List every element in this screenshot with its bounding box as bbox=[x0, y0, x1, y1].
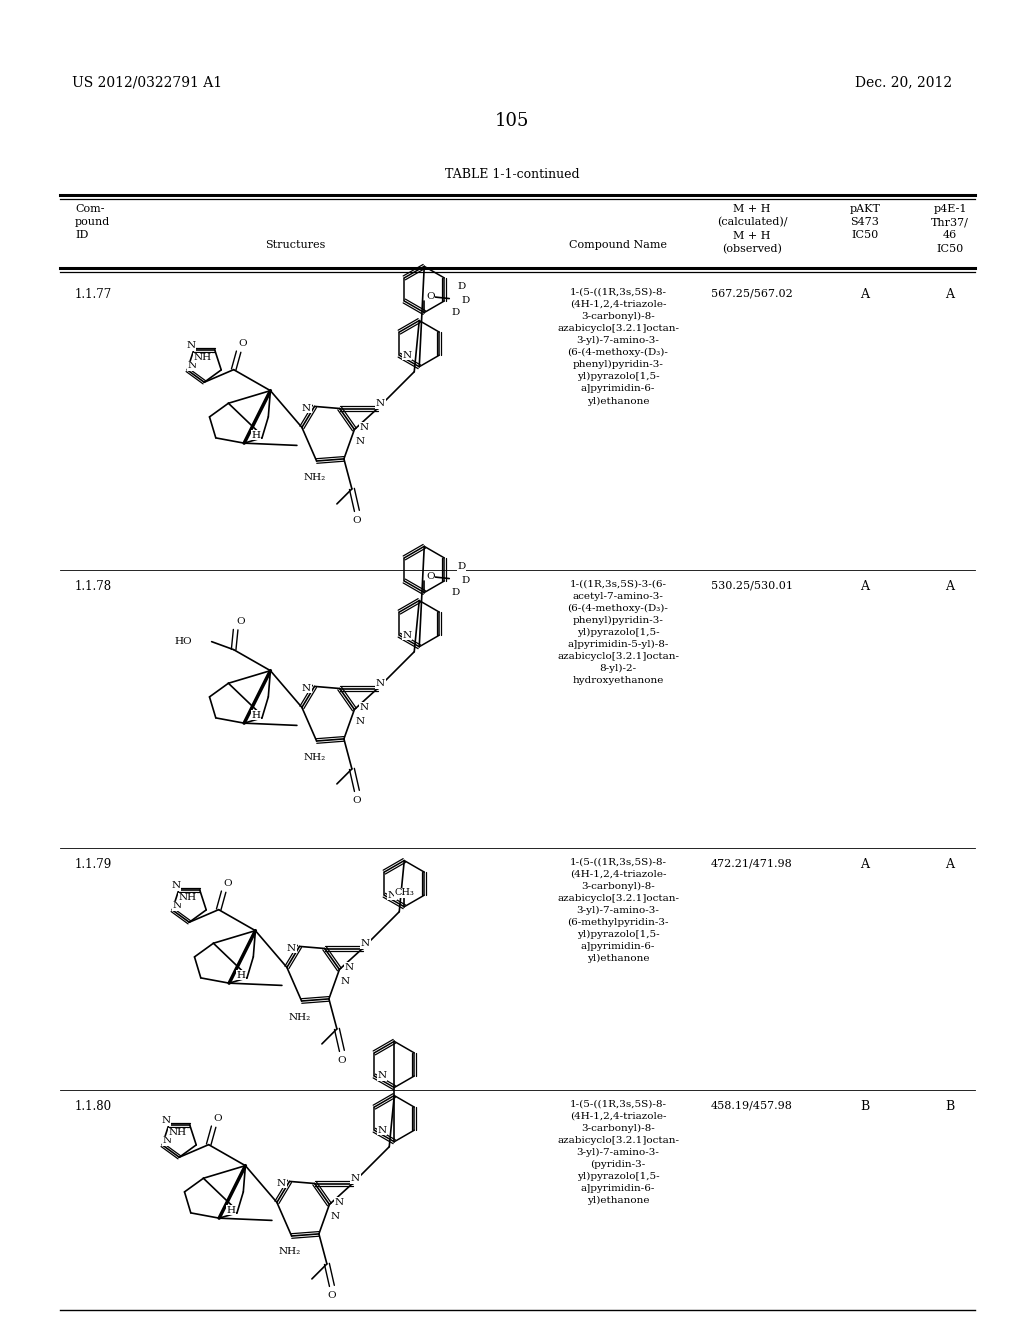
Text: N: N bbox=[331, 1212, 340, 1221]
Text: A: A bbox=[860, 858, 869, 871]
Text: N: N bbox=[302, 404, 311, 413]
Text: HO: HO bbox=[174, 638, 191, 647]
Text: D: D bbox=[461, 296, 469, 305]
Text: US 2012/0322791 A1: US 2012/0322791 A1 bbox=[72, 75, 222, 88]
Text: N: N bbox=[388, 891, 397, 900]
Text: N: N bbox=[173, 902, 182, 911]
Text: H: H bbox=[237, 970, 246, 979]
Text: 530.25/530.01: 530.25/530.01 bbox=[711, 579, 793, 590]
Text: N: N bbox=[186, 342, 196, 350]
Text: N: N bbox=[345, 964, 354, 972]
Text: 1.1.78: 1.1.78 bbox=[75, 579, 112, 593]
Text: 458.19/457.98: 458.19/457.98 bbox=[711, 1100, 793, 1110]
Text: N: N bbox=[376, 678, 385, 688]
Text: 472.21/471.98: 472.21/471.98 bbox=[711, 858, 793, 869]
Text: D: D bbox=[452, 587, 460, 597]
Text: H: H bbox=[252, 430, 261, 440]
Text: NH₂: NH₂ bbox=[303, 473, 326, 482]
Text: N: N bbox=[341, 977, 350, 986]
Text: O: O bbox=[239, 339, 247, 348]
Text: 567.25/567.02: 567.25/567.02 bbox=[711, 288, 793, 298]
Text: H: H bbox=[252, 710, 261, 719]
Text: NH: NH bbox=[194, 354, 212, 363]
Text: 1.1.79: 1.1.79 bbox=[75, 858, 113, 871]
Text: N: N bbox=[161, 1117, 170, 1126]
Text: TABLE 1-1-continued: TABLE 1-1-continued bbox=[444, 168, 580, 181]
Text: O: O bbox=[213, 1114, 222, 1123]
Text: 1-(5-((1R,3s,5S)-8-
(4H-1,2,4-triazole-
3-carbonyl)-8-
azabicyclo[3.2.1]octan-
3: 1-(5-((1R,3s,5S)-8- (4H-1,2,4-triazole- … bbox=[557, 858, 679, 964]
Text: Compound Name: Compound Name bbox=[569, 240, 667, 249]
Text: A: A bbox=[945, 858, 954, 871]
Text: p4E-1
Thr37/
46
IC50: p4E-1 Thr37/ 46 IC50 bbox=[931, 205, 969, 253]
Text: N: N bbox=[163, 1137, 172, 1146]
Text: N: N bbox=[355, 717, 365, 726]
Text: Structures: Structures bbox=[265, 240, 326, 249]
Text: N: N bbox=[351, 1173, 360, 1183]
Text: D: D bbox=[461, 576, 469, 585]
Text: H: H bbox=[226, 1205, 236, 1214]
Text: N: N bbox=[402, 631, 412, 640]
Text: 1-((1R,3s,5S)-3-(6-
acetyl-7-amino-3-
(6-(4-methoxy-(D₃)-
phenyl)pyridin-3-
yl)p: 1-((1R,3s,5S)-3-(6- acetyl-7-amino-3- (6… bbox=[557, 579, 679, 685]
Text: O: O bbox=[426, 292, 435, 301]
Text: N: N bbox=[276, 1179, 286, 1188]
Text: N: N bbox=[287, 944, 296, 953]
Text: O: O bbox=[338, 1056, 346, 1065]
Text: M + H
(calculated)/
M + H
(observed): M + H (calculated)/ M + H (observed) bbox=[717, 205, 787, 255]
Text: B: B bbox=[860, 1100, 869, 1113]
Text: N: N bbox=[378, 1126, 387, 1135]
Text: NH₂: NH₂ bbox=[303, 752, 326, 762]
Text: NH: NH bbox=[178, 894, 197, 903]
Text: O: O bbox=[328, 1291, 336, 1300]
Text: CH₃: CH₃ bbox=[394, 888, 414, 898]
Text: N: N bbox=[187, 362, 197, 371]
Text: D: D bbox=[452, 308, 460, 317]
Text: N: N bbox=[376, 399, 385, 408]
Text: A: A bbox=[860, 288, 869, 301]
Text: 1-(5-((1R,3s,5S)-8-
(4H-1,2,4-triazole-
3-carbonyl)-8-
azabicyclo[3.2.1]octan-
3: 1-(5-((1R,3s,5S)-8- (4H-1,2,4-triazole- … bbox=[557, 1100, 679, 1205]
Text: N: N bbox=[378, 1072, 387, 1081]
Text: A: A bbox=[945, 288, 954, 301]
Text: A: A bbox=[860, 579, 869, 593]
Text: N: N bbox=[402, 351, 412, 360]
Text: 105: 105 bbox=[495, 112, 529, 129]
Text: pAKT
S473
IC50: pAKT S473 IC50 bbox=[850, 205, 881, 240]
Text: NH₂: NH₂ bbox=[279, 1247, 301, 1257]
Text: N: N bbox=[360, 939, 370, 948]
Text: N: N bbox=[355, 437, 365, 446]
Text: O: O bbox=[237, 618, 245, 626]
Text: O: O bbox=[352, 796, 361, 805]
Text: NH₂: NH₂ bbox=[289, 1012, 310, 1022]
Text: O: O bbox=[426, 572, 435, 581]
Text: Com-
pound
ID: Com- pound ID bbox=[75, 205, 111, 240]
Text: N: N bbox=[302, 684, 311, 693]
Text: N: N bbox=[359, 422, 369, 432]
Text: N: N bbox=[335, 1199, 344, 1206]
Text: O: O bbox=[223, 879, 232, 888]
Text: B: B bbox=[945, 1100, 954, 1113]
Text: 1.1.77: 1.1.77 bbox=[75, 288, 113, 301]
Text: 1-(5-((1R,3s,5S)-8-
(4H-1,2,4-triazole-
3-carbonyl)-8-
azabicyclo[3.2.1]octan-
3: 1-(5-((1R,3s,5S)-8- (4H-1,2,4-triazole- … bbox=[557, 288, 679, 405]
Text: A: A bbox=[945, 579, 954, 593]
Text: NH: NH bbox=[169, 1129, 186, 1138]
Text: N: N bbox=[171, 882, 180, 891]
Text: N: N bbox=[359, 704, 369, 711]
Text: 1.1.80: 1.1.80 bbox=[75, 1100, 112, 1113]
Text: Dec. 20, 2012: Dec. 20, 2012 bbox=[855, 75, 952, 88]
Text: O: O bbox=[352, 516, 361, 525]
Text: D: D bbox=[458, 562, 466, 572]
Text: D: D bbox=[458, 282, 466, 290]
